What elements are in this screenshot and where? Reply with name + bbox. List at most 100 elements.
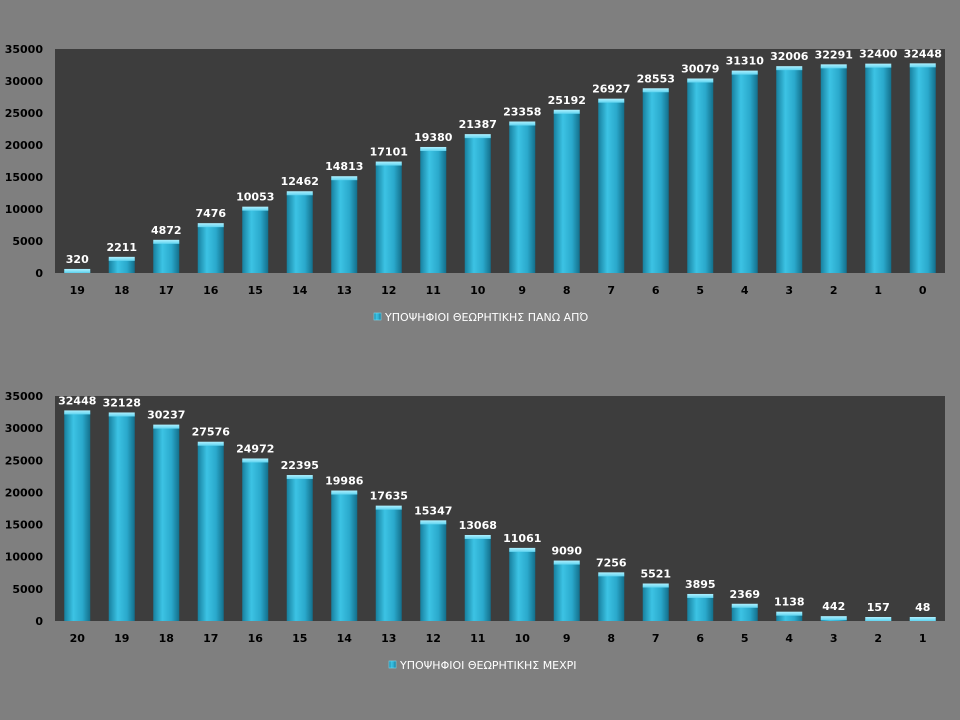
chart-bottom-bar (598, 574, 625, 621)
chart-top-bar-cap (865, 63, 892, 68)
chart-top-bar (598, 100, 625, 273)
chart-top-bar-cap (509, 121, 536, 126)
chart-top-xtick-label: 2 (830, 284, 838, 297)
chart-top-bar-cap (242, 206, 269, 211)
chart-bottom-data-label: 3895 (685, 578, 716, 591)
chart-bottom-ytick-label: 5000 (12, 583, 43, 596)
chart-top-bar (197, 225, 224, 273)
chart-bottom-data-label: 11061 (503, 532, 541, 545)
chart-top-data-label: 19380 (414, 131, 453, 144)
chart-top-bar-cap (464, 134, 491, 139)
chart-top-ytick-label: 20000 (5, 139, 44, 152)
chart-bottom-ytick-label: 15000 (5, 519, 44, 532)
chart-bottom-bar-cap (375, 505, 402, 510)
chart-bottom-data-label: 7256 (596, 556, 627, 569)
chart-top-ytick-label: 30000 (5, 75, 44, 88)
chart-top-bar (108, 258, 135, 273)
chart-top-bar-cap (776, 66, 803, 71)
chart-bottom-legend-label: ΥΠΟΨΗΦΙΟΙ ΘΕΩΡΗΤΙΚΗΣ ΜΕΧΡΙ (399, 659, 577, 672)
chart-top-xtick-label: 17 (159, 284, 174, 297)
chart-top-bar-cap (286, 191, 313, 196)
chart-top-bar-cap (553, 109, 580, 114)
chart-top-xtick-label: 1 (874, 284, 882, 297)
chart-top-data-label: 26927 (592, 83, 630, 96)
chart-bottom-xtick-label: 5 (741, 632, 749, 645)
chart-top-data-label: 17101 (370, 146, 408, 159)
chart-top-bar (553, 111, 580, 273)
chart-top-ytick-label: 15000 (5, 171, 44, 184)
chart-top-legend: ΥΠΟΨΗΦΙΟΙ ΘΕΩΡΗΤΙΚΗΣ ΠΑΝΩ ΑΠΌ (373, 311, 588, 324)
chart-top-xtick-label: 3 (785, 284, 793, 297)
chart-bottom-xtick-label: 8 (607, 632, 615, 645)
chart-bottom-bar (420, 522, 447, 621)
chart-bottom-xtick-label: 12 (426, 632, 441, 645)
chart-top-bar-cap (598, 98, 625, 103)
chart-top-xtick-label: 7 (607, 284, 615, 297)
chart-bottom-xtick-label: 16 (248, 632, 264, 645)
chart-bottom-yaxis: 0 5000 10000 15000 20000 25000 30000 35000 (5, 390, 44, 628)
chart-bottom-xtick-label: 18 (159, 632, 174, 645)
chart-top-ytick-label: 0 (35, 267, 43, 280)
chart-top-bar (331, 178, 358, 273)
chart-bottom-bar-cap (776, 611, 803, 616)
chart-top-bar (464, 136, 491, 273)
chart-bottom-data-label: 27576 (192, 426, 231, 439)
chart-top-data-label: 320 (66, 253, 89, 266)
chart-bottom-xaxis: 20 19 18 17 16 15 14 13 12 11 10 9 8 7 6 5 4 3 2 1 (70, 632, 927, 645)
chart-top-bar (731, 72, 758, 273)
chart-bottom-data-label: 17635 (370, 490, 408, 503)
chart-top-data-label: 32400 (859, 48, 898, 61)
chart-bottom-bar (642, 585, 669, 621)
chart-top-bar-cap (153, 239, 180, 244)
chart-bottom-xtick-label: 2 (874, 632, 882, 645)
chart-bottom-ytick-label: 20000 (5, 486, 44, 499)
chart-bottom-bar (776, 613, 803, 621)
chart-bottom-bar (731, 605, 758, 621)
chart-top-data-label: 31310 (726, 55, 765, 68)
chart-bottom-legend-marker (388, 660, 397, 669)
chart-top-data-label: 4872 (151, 224, 182, 237)
chart-bottom-bar-cap (331, 490, 358, 495)
chart-top-bar-cap (197, 223, 224, 228)
chart-top-xtick-label: 4 (741, 284, 749, 297)
chart-top-data-label: 14813 (325, 160, 363, 173)
chart-top-xtick-label: 6 (652, 284, 660, 297)
chart-bottom-bar (197, 443, 224, 621)
chart-top-ytick-label: 5000 (12, 235, 43, 248)
chart-top-legend-label: ΥΠΟΨΗΦΙΟΙ ΘΕΩΡΗΤΙΚΗΣ ΠΑΝΩ ΑΠΌ (384, 311, 588, 324)
chart-top-xtick-label: 18 (114, 284, 129, 297)
chart-top-plot-area (55, 49, 945, 273)
chart-bottom-data-label: 19986 (325, 475, 364, 488)
chart-bottom-data-label: 157 (867, 601, 890, 614)
chart-top-data-label: 10053 (236, 191, 274, 204)
chart-bottom-xtick-label: 14 (337, 632, 353, 645)
chart-top-xaxis: 19 18 17 16 15 14 13 12 11 10 9 8 7 6 5 4 3 2 1 0 (70, 284, 927, 297)
chart-top-xtick-label: 8 (563, 284, 571, 297)
chart-bottom-xtick-label: 6 (696, 632, 704, 645)
chart-bottom-bar-cap (64, 410, 91, 415)
chart-bottom-data-label: 24972 (236, 442, 274, 455)
chart-bottom-bar-cap (153, 424, 180, 429)
chart-top-bar-cap (687, 78, 714, 83)
chart-bottom-bar (242, 460, 269, 621)
chart-top-data-label: 2211 (106, 241, 137, 254)
chart-bottom-ytick-label: 0 (35, 615, 43, 628)
chart-bottom-bar-cap (909, 617, 936, 621)
chart-top-data-label: 25192 (548, 94, 586, 107)
chart-top-xtick-label: 12 (381, 284, 396, 297)
chart-bottom-bar-cap (820, 616, 847, 621)
chart-top-data-label: 7476 (195, 207, 226, 220)
chart-top-bar (153, 241, 180, 273)
chart-top-bar (375, 163, 402, 273)
chart-top-data-label: 30079 (681, 62, 719, 75)
chart-bottom-bar (464, 536, 491, 621)
chart-bottom-data-label: 32128 (103, 396, 141, 409)
chart-top-bar (286, 193, 313, 273)
chart-top-bar-cap (909, 63, 936, 68)
chart-top-ytick-label: 25000 (5, 107, 44, 120)
chart-bottom-xtick-label: 13 (381, 632, 396, 645)
chart-top-bar (865, 65, 892, 273)
